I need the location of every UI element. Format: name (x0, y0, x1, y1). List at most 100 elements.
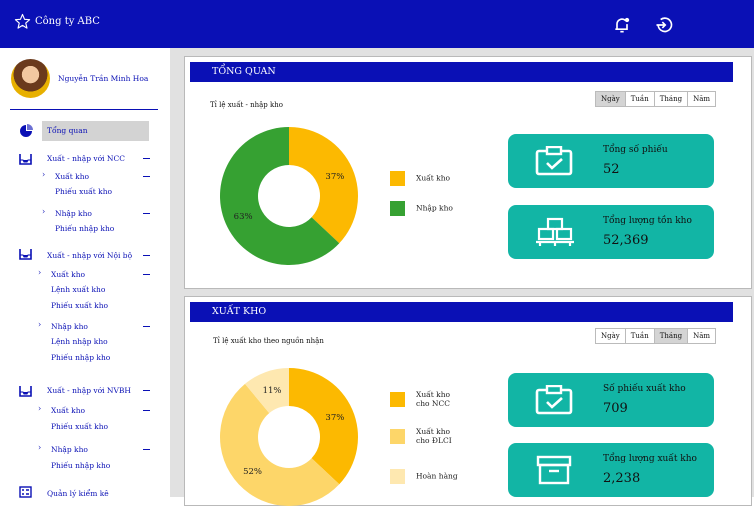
legend-label: Xuất kho (416, 173, 451, 183)
collapse-icon[interactable] (143, 274, 150, 275)
period-year[interactable]: Năm (693, 95, 710, 103)
period-day[interactable]: Ngày (596, 329, 626, 343)
company-name: Công ty ABC (35, 16, 100, 27)
donut-slice[interactable] (220, 127, 340, 265)
stat-label: Số phiếu xuất kho (603, 384, 686, 394)
overview-card: TỔNG QUAN Tỉ lệ xuất - nhập kho Ngày Tuầ… (184, 56, 752, 289)
pie-chart-icon (20, 124, 33, 137)
sidebar-item-nhap-kho[interactable]: Nhập kho (51, 445, 88, 454)
sidebar-divider (10, 109, 158, 110)
slice-data-label: 63% (234, 212, 253, 222)
inbox-icon (19, 154, 32, 165)
brand[interactable]: Công ty ABC (14, 13, 100, 30)
chevron-right-icon: › (38, 268, 42, 277)
donut-slice[interactable] (289, 368, 358, 485)
period-day[interactable]: Ngày (596, 92, 626, 106)
sidebar-item-phieu-nhap[interactable]: Phiếu nhập kho (51, 353, 111, 362)
sidebar-item-lenh-xuat[interactable]: Lệnh xuất kho (51, 285, 106, 294)
legend-item: Nhập kho (390, 201, 453, 216)
chevron-right-icon: › (42, 207, 46, 216)
sidebar-item-phieu-xuat[interactable]: Phiếu xuất kho (51, 301, 109, 310)
pallet-boxes-icon (536, 217, 574, 246)
clipboard-check-icon (535, 146, 573, 176)
period-month[interactable]: Tháng (654, 329, 689, 343)
chevron-right-icon: › (42, 170, 46, 179)
user-profile[interactable]: Nguyễn Trần Minh Hoa (11, 58, 161, 98)
period-week[interactable]: Tuần (626, 92, 655, 106)
collapse-icon[interactable] (143, 158, 150, 159)
donut-slice[interactable] (220, 383, 340, 506)
sidebar-item-nhap-kho[interactable]: Nhập kho (55, 209, 92, 218)
legend-label: Xuất kho cho ĐLCI (416, 427, 452, 445)
card-title: XUẤT KHO (190, 302, 733, 322)
sidebar-item-phieu-xuat[interactable]: Phiếu xuất kho (51, 422, 109, 431)
sidebar-item-xuat-kho[interactable]: Xuất kho (51, 406, 86, 415)
collapse-icon[interactable] (143, 255, 150, 256)
clipboard-check-icon (535, 385, 573, 415)
sidebar-item-tong-quan[interactable]: Tổng quan (47, 126, 88, 135)
legend-swatch (390, 171, 405, 186)
period-selector: Ngày Tuần Tháng Năm (595, 91, 716, 107)
legend-item: Xuất kho (390, 171, 450, 186)
slice-data-label: 11% (263, 386, 282, 396)
legend-swatch (390, 469, 405, 484)
sidebar-item-kiem-ke[interactable]: Quản lý kiểm kê (47, 489, 109, 498)
sidebar-item-nhap-kho[interactable]: Nhập kho (51, 322, 88, 331)
logout-button[interactable] (654, 15, 674, 39)
sidebar-item-lenh-nhap[interactable]: Lệnh nhập kho (51, 337, 108, 346)
logout-icon (656, 17, 673, 33)
main-content: TỔNG QUAN Tỉ lệ xuất - nhập kho Ngày Tuầ… (170, 48, 754, 506)
notification-button[interactable] (612, 15, 632, 39)
sidebar-item-phieu-nhap[interactable]: Phiếu nhập kho (51, 461, 111, 470)
sidebar-item-xn-nvbh[interactable]: Xuất - nhập với NVBH (47, 386, 131, 395)
stat-card-export-slips[interactable]: Số phiếu xuất kho 709 (508, 373, 714, 427)
legend-item: Xuất kho cho NCC (390, 390, 461, 408)
legend-label: Xuất kho cho NCC (416, 390, 451, 408)
active-item-highlight (42, 121, 149, 141)
chevron-right-icon: › (38, 443, 42, 452)
collapse-icon[interactable] (143, 213, 150, 214)
period-month[interactable]: Tháng (655, 92, 689, 106)
sidebar-item-xuat-kho[interactable]: Xuất kho (55, 172, 90, 181)
stat-value: 709 (603, 401, 628, 416)
chart-title: Tỉ lệ xuất kho theo nguồn nhận (213, 337, 324, 345)
donut-slice[interactable] (245, 368, 289, 414)
checklist-icon (19, 486, 32, 498)
stat-card-export-volume[interactable]: Tổng lượng xuất kho 2,238 (508, 443, 714, 497)
period-year[interactable]: Năm (693, 332, 710, 340)
inbox-icon (19, 386, 32, 397)
collapse-icon[interactable] (143, 390, 150, 391)
legend-swatch (390, 201, 405, 216)
legend-swatch (390, 428, 405, 444)
sidebar-item-xn-noi-bo[interactable]: Xuất - nhập với Nội bộ (47, 251, 133, 260)
collapse-icon[interactable] (143, 410, 150, 411)
stat-value: 52 (603, 162, 620, 177)
stat-card-total-slips[interactable]: Tổng số phiếu 52 (508, 134, 714, 188)
legend-label: Hoàn hàng (416, 471, 458, 481)
donut-slice[interactable] (289, 127, 358, 244)
stat-label: Tổng lượng xuất kho (603, 454, 697, 464)
stat-label: Tổng lượng tồn kho (603, 216, 692, 226)
stat-label: Tổng số phiếu (603, 145, 668, 155)
sidebar-item-phieu-nhap[interactable]: Phiếu nhập kho (55, 224, 115, 233)
slice-data-label: 52% (243, 467, 262, 477)
stat-value: 52,369 (603, 233, 649, 248)
donut-chart: 37% 63% (220, 127, 358, 265)
sidebar: Nguyễn Trần Minh Hoa Tổng quan Xuất - nh… (0, 48, 170, 498)
card-title: TỔNG QUAN (190, 62, 733, 82)
collapse-icon[interactable] (143, 449, 150, 450)
sidebar-item-xn-ncc[interactable]: Xuất - nhập với NCC (47, 154, 125, 163)
export-card: XUẤT KHO Tỉ lệ xuất kho theo nguồn nhận … (184, 296, 752, 506)
period-week[interactable]: Tuần (626, 329, 655, 343)
legend-item: Hoàn hàng (390, 469, 458, 484)
stat-card-inventory[interactable]: Tổng lượng tồn kho 52,369 (508, 205, 714, 259)
legend-label: Nhập kho (416, 203, 453, 213)
slice-data-label: 37% (325, 172, 344, 182)
collapse-icon[interactable] (143, 176, 150, 177)
sidebar-item-phieu-xuat[interactable]: Phiếu xuất kho (55, 187, 113, 196)
inbox-icon (19, 249, 32, 260)
collapse-icon[interactable] (143, 326, 150, 327)
user-name: Nguyễn Trần Minh Hoa (58, 73, 149, 83)
slice-data-label: 37% (325, 413, 344, 423)
sidebar-item-xuat-kho[interactable]: Xuất kho (51, 270, 86, 279)
